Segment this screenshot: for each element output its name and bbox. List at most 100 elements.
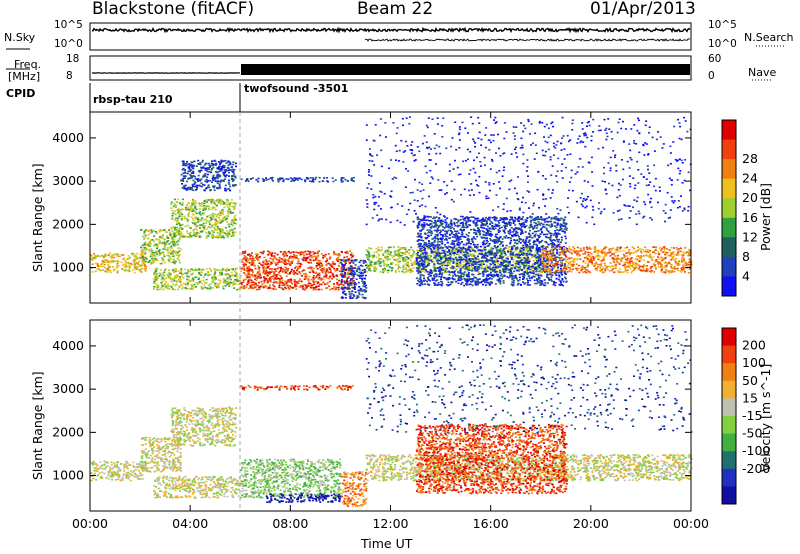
data-cell <box>193 231 196 234</box>
data-cell <box>255 276 257 279</box>
data-cell <box>349 295 351 298</box>
data-cell <box>256 272 259 275</box>
data-cell <box>257 268 260 270</box>
data-cell <box>203 167 206 170</box>
data-cell <box>96 255 99 257</box>
data-cell <box>203 282 206 284</box>
data-cell <box>527 249 530 252</box>
data-cell <box>415 259 418 261</box>
data-cell <box>470 266 473 268</box>
data-cell <box>180 275 183 278</box>
data-cell <box>304 272 307 275</box>
data-cell <box>382 268 384 271</box>
data-cell <box>307 278 310 281</box>
scatter-region-1-0 <box>90 252 147 274</box>
data-cell <box>197 174 200 177</box>
data-cell <box>494 223 497 226</box>
data-cell <box>185 282 188 285</box>
data-cell <box>194 211 197 214</box>
data-cell <box>169 249 172 251</box>
data-cell <box>331 287 334 290</box>
data-cell <box>257 180 260 183</box>
data-cell <box>143 248 146 251</box>
data-cell <box>521 223 524 226</box>
data-cell <box>224 159 227 162</box>
data-cell <box>526 249 528 251</box>
data-cell <box>223 165 226 167</box>
data-cell <box>270 254 273 256</box>
data-cell <box>555 274 558 277</box>
data-cell <box>170 280 173 283</box>
data-cell <box>294 272 297 274</box>
data-cell <box>425 250 428 253</box>
data-cell <box>417 250 420 252</box>
data-cell <box>178 254 181 256</box>
data-cell <box>505 264 508 266</box>
data-cell <box>200 274 203 276</box>
data-cell <box>183 217 186 220</box>
data-cell <box>193 228 196 230</box>
data-cell <box>335 275 338 277</box>
data-cell <box>474 261 476 263</box>
data-cell <box>204 273 207 275</box>
data-cell <box>351 280 354 283</box>
data-cell <box>416 249 419 251</box>
data-cell <box>208 164 211 167</box>
data-cell <box>168 269 171 271</box>
data-cell <box>142 257 145 259</box>
data-cell <box>174 252 177 254</box>
data-cell <box>360 275 363 277</box>
data-cell <box>456 225 459 228</box>
data-cell <box>123 266 126 268</box>
data-cell <box>352 270 355 273</box>
data-cell <box>158 231 161 233</box>
data-cell <box>206 232 209 235</box>
data-cell <box>394 269 397 272</box>
data-cell <box>210 171 213 174</box>
data-cell <box>390 254 393 257</box>
data-cell <box>334 269 337 272</box>
data-cell <box>153 285 156 288</box>
data-cell <box>549 243 552 245</box>
data-cell <box>331 272 334 275</box>
data-cell <box>337 288 340 291</box>
data-cell <box>194 205 197 208</box>
data-cell <box>322 270 324 273</box>
data-cell <box>270 277 273 279</box>
data-cell <box>340 273 343 275</box>
data-cell <box>445 262 448 264</box>
data-cell <box>556 219 559 221</box>
data-cell <box>187 206 190 209</box>
data-cell <box>252 286 255 288</box>
data-cell <box>179 279 182 281</box>
data-cell <box>554 254 556 257</box>
data-cell <box>514 247 517 249</box>
data-cell <box>499 248 502 250</box>
data-cell <box>222 211 225 213</box>
data-cell <box>214 164 217 166</box>
data-cell <box>542 233 545 236</box>
data-cell <box>174 227 177 230</box>
data-cell <box>211 233 214 236</box>
data-cell <box>352 267 355 269</box>
data-cell <box>149 229 152 232</box>
data-cell <box>139 264 142 266</box>
data-cell <box>499 269 501 272</box>
data-cell <box>198 202 201 205</box>
data-cell <box>178 222 181 225</box>
data-cell <box>222 229 225 231</box>
data-cell <box>308 180 311 182</box>
data-cell <box>565 227 568 230</box>
data-cell <box>521 268 524 271</box>
data-cell <box>409 268 412 270</box>
data-cell <box>220 231 223 234</box>
data-cell <box>434 250 437 253</box>
data-cell <box>196 178 199 181</box>
data-cell <box>344 297 347 299</box>
data-cell <box>93 256 96 259</box>
data-cell <box>422 270 425 273</box>
data-cell <box>118 255 121 258</box>
data-cell <box>260 285 263 288</box>
data-cell <box>456 274 459 277</box>
data-cell <box>299 253 302 255</box>
